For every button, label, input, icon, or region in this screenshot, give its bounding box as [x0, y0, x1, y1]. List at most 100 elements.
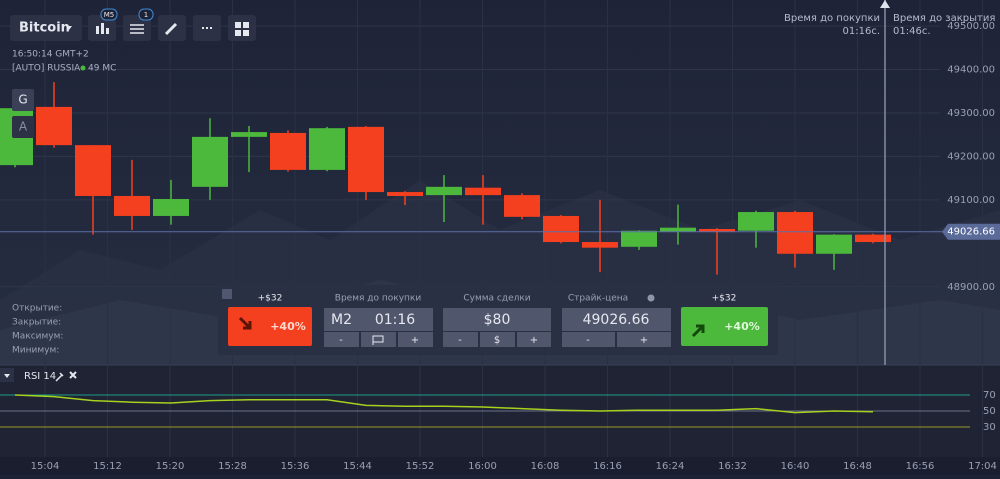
icon [106, 28, 109, 34]
put-icon [238, 316, 252, 330]
side-button[interactable] [12, 116, 34, 138]
x-tick-label: 16:40 [781, 461, 810, 472]
candle-body [426, 186, 462, 196]
icon [130, 24, 144, 34]
y-tick-label: 49300.00 [947, 108, 995, 119]
badge [138, 8, 154, 21]
time-frame: M2 [331, 312, 352, 328]
candle-body [699, 228, 735, 233]
close-icon[interactable] [69, 371, 77, 379]
y-tick-label: 50 [983, 406, 996, 417]
ohlc-label: Минимум: [12, 346, 59, 356]
amount-field[interactable] [443, 308, 551, 331]
y-tick-label: 49400.00 [947, 65, 995, 76]
timer-label: Время до закрытия [893, 13, 995, 24]
minus-button[interactable] [443, 332, 478, 347]
timeframe-badge: M5 [104, 11, 115, 19]
minus-button[interactable] [324, 332, 359, 347]
candle-body [75, 145, 111, 196]
dropdown-arrow [4, 374, 10, 378]
time-field[interactable] [324, 308, 433, 331]
x-tick-label: 16:24 [656, 461, 685, 472]
candle-body [621, 230, 657, 247]
amount-value: $80 [484, 312, 511, 328]
minus-label: - [458, 335, 462, 346]
candle-body [36, 106, 72, 146]
call-icon [691, 324, 705, 338]
rsi-line [14, 394, 874, 414]
currency-label: $ [494, 335, 500, 346]
plus-button[interactable] [617, 332, 671, 347]
plus-label: + [640, 335, 648, 346]
time-value: 01:16 [375, 312, 415, 328]
y-tick-label: 49200.00 [947, 151, 995, 162]
minus-label: - [586, 335, 590, 346]
price-tag [942, 223, 1000, 240]
badge [100, 8, 118, 21]
candle-body [855, 234, 891, 243]
side-button-label: G [18, 93, 27, 107]
minus-button[interactable] [562, 332, 615, 347]
candle-body [816, 234, 852, 254]
candle-body [504, 195, 540, 217]
call-button[interactable] [681, 307, 768, 346]
indicators-button[interactable] [123, 15, 151, 41]
ping-dot [80, 65, 86, 71]
x-tick-label: 15:52 [406, 461, 435, 472]
x-tick-label: 16:56 [906, 461, 935, 472]
plus-label: + [411, 335, 419, 346]
timer-label: Время до покупки [784, 13, 880, 24]
x-tick-label: 15:12 [93, 461, 122, 472]
y-tick-label: 30 [983, 422, 996, 433]
side-button-label: A [19, 120, 28, 134]
y-tick-label: 49500.00 [947, 21, 995, 32]
flag-button[interactable] [361, 332, 396, 347]
candle-body [582, 242, 618, 248]
minus-label: - [339, 335, 343, 346]
put-button[interactable] [228, 307, 312, 346]
field-label: Страйк-цена [568, 294, 628, 304]
side-button[interactable] [12, 89, 34, 111]
plus-button[interactable] [398, 332, 433, 347]
candle-body [777, 212, 813, 254]
candle-body [348, 126, 384, 193]
dropdown-arrow [66, 26, 72, 30]
ohlc-label: Закрытие: [12, 318, 61, 328]
candle-body [387, 192, 423, 196]
server-time: 16:50:14 GMT+2 [12, 50, 89, 60]
x-tick-label: 16:16 [593, 461, 622, 472]
y-tick-label: 48900.00 [947, 282, 995, 293]
strike-field[interactable] [562, 308, 671, 331]
icon [101, 23, 104, 34]
edit-icon[interactable] [55, 372, 64, 382]
x-tick-label: 15:28 [218, 461, 247, 472]
asset-button[interactable] [10, 15, 82, 41]
put-payout: +$32 [258, 294, 283, 304]
ohlc-label: Открытие: [12, 304, 62, 314]
field-label: Сумма сделки [463, 294, 530, 304]
timer-value: 01:46с. [893, 26, 931, 37]
indicators-badge: 1 [144, 11, 148, 19]
candle-body [465, 187, 501, 196]
candle-body [153, 199, 189, 216]
candle-body [270, 132, 306, 170]
candle-body [114, 195, 150, 216]
icon [96, 26, 99, 34]
rsi-title: RSI 14 [24, 371, 56, 382]
call-payout: +$32 [712, 294, 737, 304]
candle-body [309, 128, 345, 170]
x-tick-label: 15:04 [31, 461, 60, 472]
plus-button[interactable] [517, 332, 551, 347]
currency-button[interactable] [480, 332, 515, 347]
x-tick-label: 17:04 [968, 461, 997, 472]
collapse-button[interactable] [222, 289, 232, 299]
price-label: 49026.66 [947, 227, 995, 238]
field-label: Время до покупки [335, 294, 422, 304]
candle-body [738, 212, 774, 231]
plus-label: + [530, 335, 538, 346]
candle-body [231, 132, 267, 137]
region: [AUTO] RUSSIA [12, 64, 81, 74]
y-tick-label: 49100.00 [947, 195, 995, 206]
layout-button[interactable] [228, 15, 256, 41]
icon [235, 22, 249, 36]
